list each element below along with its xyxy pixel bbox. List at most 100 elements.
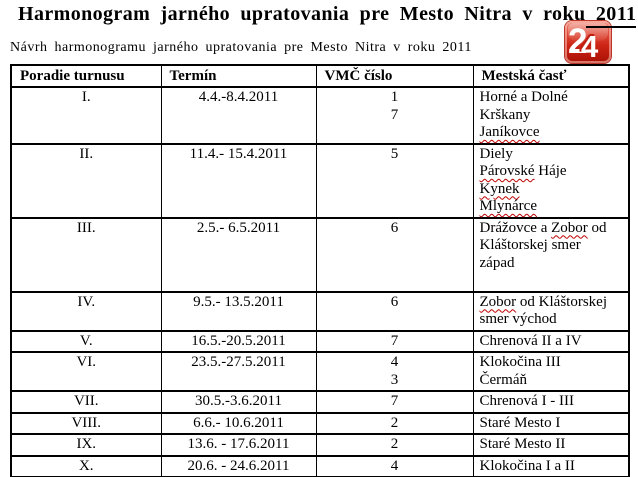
cell-poradie: IV. — [10, 291, 162, 331]
cell-poradie: X. — [10, 455, 162, 477]
table-row: V. 16.5.-20.5.2011 7 Chrenová II a IV — [10, 330, 630, 353]
cell-termin: 2.5.- 6.5.2011 — [160, 217, 317, 292]
city-line: Mlynárce — [480, 198, 627, 216]
cell-termin: 9.5.- 13.5.2011 — [160, 291, 317, 331]
table-row: II. 11.4.- 15.4.2011 5 Diely Párovské Háje Ky… — [10, 143, 630, 218]
table-row: VIII. 6.6.- 10.6.2011 2 Staré Mesto I — [10, 412, 630, 435]
vmc-line: 1 — [390, 89, 399, 105]
city-text: Kláštorskej smer — [479, 237, 581, 253]
cell-termin: 4.4.-8.4.2011 — [160, 86, 317, 144]
city-line: západ — [480, 255, 627, 273]
cell-termin: 30.5.-3.6.2011 — [160, 390, 317, 413]
column-header: VMČ číslo — [315, 64, 474, 88]
misspelled-word: Mlynárce — [479, 198, 537, 214]
cell-mestska: Diely Párovské Háje Kynek Mlynárce — [472, 143, 630, 218]
cell-poradie: III. — [10, 217, 162, 292]
city-line: Chrenová I - III — [480, 393, 627, 411]
cell-termin: 20.6. - 24.6.2011 — [160, 455, 317, 477]
page-title-year: 2011 — [585, 3, 637, 28]
cell-termin: 23.5.-27.5.2011 — [160, 351, 317, 392]
city-line: Krškany — [480, 107, 627, 125]
cell-termin: 11.4.- 15.4.2011 — [160, 143, 317, 218]
city-line: smer východ — [480, 311, 627, 329]
city-text: smer východ — [479, 311, 557, 327]
table-row: III. 2.5.- 6.5.2011 6 Drážovce a Zobor od Kl… — [10, 217, 630, 292]
table-row: VII. 30.5.-3.6.2011 7 Chrenová I - III — [10, 390, 630, 413]
cell-poradie: V. — [10, 330, 162, 353]
city-line: Klokočina I a II — [480, 458, 627, 476]
cell-mestska: Staré Mesto I — [472, 412, 630, 435]
cell-vmc: 2 — [315, 433, 474, 456]
city-text: Klokočina I a II — [479, 457, 575, 474]
misspelled-word: Zobor — [551, 219, 588, 236]
cell-poradie: VIII. — [10, 412, 162, 435]
misspelled-word: Párovské — [479, 163, 535, 179]
city-line: Párovské Háje — [480, 163, 627, 181]
city-text: Klokočina III — [479, 354, 561, 370]
misspelled-word: Janíkovce — [479, 124, 540, 140]
city-text: Chrenová II a IV — [479, 332, 582, 349]
city-line: Staré Mesto II — [480, 436, 627, 454]
cell-poradie: I. — [10, 86, 162, 144]
schedule-table: Poradie turnusu Termín VMČ číslo Mestská ča… — [10, 64, 630, 477]
cell-vmc: 5 — [315, 143, 474, 218]
table-row: X. 20.6. - 24.6.2011 4 Klokočina I a II — [10, 455, 630, 477]
cell-vmc: 7 — [315, 390, 474, 413]
cell-mestska: Horné a Dolné Krškany Janíkovce — [472, 86, 630, 144]
city-line: Janíkovce — [480, 124, 627, 142]
cell-poradie: II. — [10, 143, 162, 218]
cell-mestska: Klokočina III Čermáň — [472, 351, 630, 392]
misspelled-word: Kynek — [479, 180, 520, 197]
page-title: Harmonogram jarného upratovania pre Mest… — [18, 3, 638, 28]
misspelled-word: Zobor — [479, 293, 517, 310]
city-line: Čermáň — [480, 372, 627, 390]
cell-mestska: Zobor od Kláštorskej smer východ — [472, 291, 630, 331]
cell-termin: 13.6. - 17.6.2011 — [160, 433, 317, 456]
vmc-line: 4 — [390, 457, 399, 474]
table-row: I. 4.4.-8.4.2011 1 7 Horné a Dolné Krškany Jan… — [10, 86, 630, 144]
city-line: Zobor od Kláštorskej — [480, 294, 627, 312]
logo-digit-4: 4 — [581, 29, 599, 64]
city-text: Staré Mesto II — [479, 436, 566, 452]
cell-termin: 16.5.-20.5.2011 — [160, 330, 317, 353]
table-row: VI. 23.5.-27.5.2011 4 3 Klokočina III Čermáň — [10, 351, 630, 392]
vmc-line: 3 — [390, 371, 399, 388]
cell-vmc: 7 — [315, 330, 474, 353]
column-header: Poradie turnusu — [10, 64, 162, 88]
cell-vmc: 6 — [315, 217, 474, 292]
city-text: Drážovce a — [479, 219, 552, 236]
cell-termin: 6.6.- 10.6.2011 — [160, 412, 317, 435]
cell-mestska: Klokočina I a II — [472, 455, 630, 477]
cell-poradie: VII. — [10, 390, 162, 413]
vmc-line: 4 — [390, 354, 399, 370]
city-line: Drážovce a Zobor od — [480, 220, 627, 238]
cell-vmc: 2 — [315, 412, 474, 435]
city-line: Diely — [480, 146, 627, 164]
city-line: Horné a Dolné — [480, 89, 627, 107]
column-header: Mestská časť — [472, 64, 630, 88]
city-text: Horné a Dolné — [479, 89, 568, 105]
city-text: západ — [479, 254, 515, 271]
city-line: Klokočina III — [480, 354, 627, 372]
cell-mestska: Staré Mesto II — [472, 433, 630, 456]
vmc-line: 7 — [390, 106, 399, 123]
cell-poradie: VI. — [10, 351, 162, 392]
nitra24-logo: 2 4 — [565, 21, 611, 63]
table-row: IV. 9.5.- 13.5.2011 6 Zobor od Kláštorskej s… — [10, 291, 630, 331]
city-text: Háje — [534, 163, 567, 179]
cell-vmc: 6 — [315, 291, 474, 331]
page-subtitle: Návrh harmonogramu jarného upratovania p… — [10, 40, 472, 55]
city-line: Kláštorskej smer — [480, 237, 627, 255]
vmc-line: 7 — [390, 332, 399, 349]
cell-mestska: Drážovce a Zobor od Kláštorskej smer západ — [472, 217, 630, 292]
city-text: Čermáň — [479, 371, 527, 388]
vmc-line: 2 — [390, 414, 399, 431]
cell-mestska: Chrenová II a IV — [472, 330, 630, 353]
city-text: od Kláštorskej — [516, 293, 607, 310]
city-line: Kynek — [480, 181, 627, 199]
city-text: Staré Mesto I — [479, 414, 561, 431]
column-header: Termín — [160, 64, 317, 88]
table-body: I. 4.4.-8.4.2011 1 7 Horné a Dolné Krškany Jan… — [10, 86, 630, 477]
